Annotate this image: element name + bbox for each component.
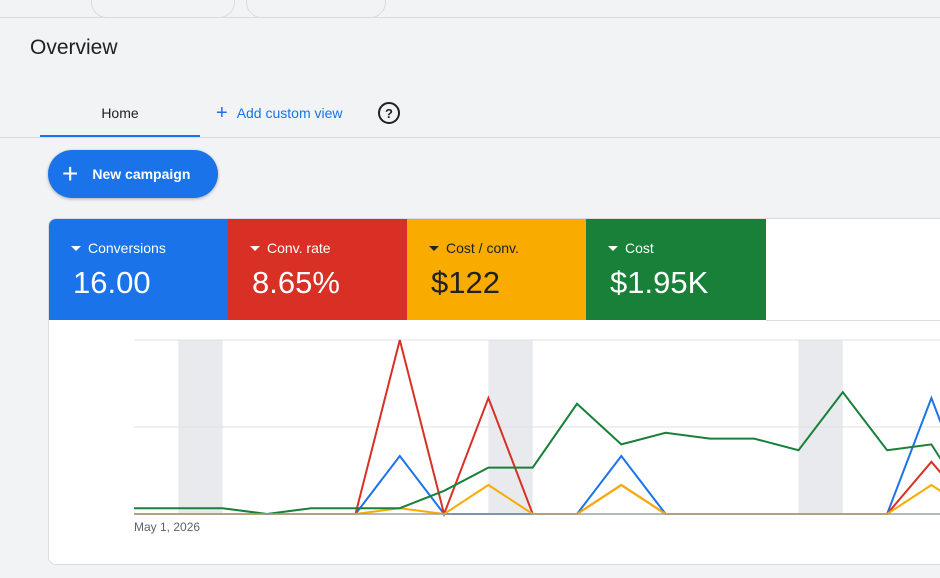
performance-card: Conversions 16.00 Conv. rate 8.65% Cost … (48, 218, 940, 565)
add-custom-view-button[interactable]: + Add custom view (216, 90, 343, 135)
filter-bar (0, 0, 940, 18)
metric-cost[interactable]: Cost $1.95K (586, 219, 766, 320)
metric-value: 8.65% (252, 265, 340, 301)
metric-label: Conv. rate (267, 240, 331, 256)
help-icon[interactable]: ? (378, 102, 400, 124)
metric-value: 16.00 (73, 265, 151, 301)
plus-icon: + (62, 160, 78, 188)
x-tick-label: May 1, 2026 (134, 520, 200, 534)
filter-chip[interactable] (91, 0, 235, 18)
metric-conv-rate[interactable]: Conv. rate 8.65% (228, 219, 407, 320)
metric-label: Cost (625, 240, 654, 256)
metric-value: $122 (431, 265, 500, 301)
metric-label: Conversions (88, 240, 166, 256)
caret-down-icon[interactable] (608, 246, 618, 251)
caret-down-icon[interactable] (71, 246, 81, 251)
caret-down-icon[interactable] (429, 246, 439, 251)
new-campaign-button[interactable]: + New campaign (48, 150, 218, 198)
new-campaign-label: New campaign (92, 166, 190, 182)
plus-icon: + (216, 103, 228, 123)
caret-down-icon[interactable] (250, 246, 260, 251)
metric-label: Cost / conv. (446, 240, 519, 256)
metric-value: $1.95K (610, 265, 708, 301)
performance-chart: May 1, 2026 (49, 320, 940, 564)
page-title: Overview (30, 36, 118, 60)
metric-conversions[interactable]: Conversions 16.00 (49, 219, 228, 320)
view-tabs: Home + Add custom view ? (0, 90, 940, 138)
metric-cost-per-conv[interactable]: Cost / conv. $122 (407, 219, 586, 320)
filter-chip[interactable] (246, 0, 386, 18)
add-custom-view-label: Add custom view (237, 105, 343, 121)
tab-home-label: Home (101, 105, 138, 121)
tab-home[interactable]: Home (40, 90, 200, 137)
